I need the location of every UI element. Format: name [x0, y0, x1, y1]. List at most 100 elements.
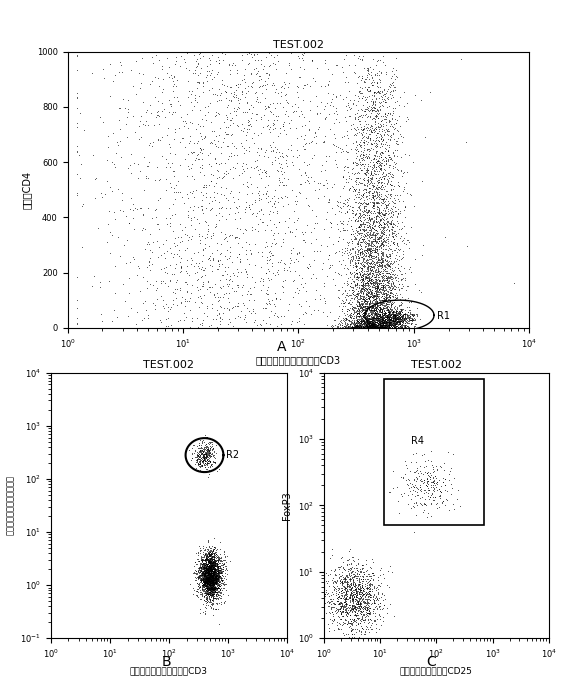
- Point: [388, 297, 397, 308]
- Point: [334, 301, 343, 312]
- Point: [187, 315, 196, 326]
- Point: [364, 264, 373, 275]
- Point: [368, 227, 377, 238]
- Point: [204, 573, 213, 584]
- Point: [224, 293, 233, 304]
- Point: [372, 164, 381, 175]
- Point: [392, 313, 401, 324]
- Point: [124, 287, 133, 298]
- Point: [104, 131, 113, 142]
- Point: [358, 219, 367, 230]
- Point: [209, 551, 218, 562]
- Point: [374, 322, 383, 333]
- Point: [376, 110, 385, 121]
- Point: [389, 306, 398, 317]
- Point: [261, 303, 270, 314]
- Point: [361, 322, 370, 333]
- Point: [185, 305, 194, 316]
- Point: [359, 204, 368, 215]
- Point: [382, 275, 391, 286]
- Point: [381, 321, 390, 332]
- Point: [203, 578, 212, 589]
- Point: [342, 276, 351, 287]
- Point: [395, 244, 404, 255]
- Point: [377, 317, 386, 328]
- Point: [367, 274, 376, 285]
- Point: [195, 457, 204, 468]
- Point: [381, 119, 390, 130]
- Point: [373, 283, 382, 294]
- Point: [360, 259, 369, 270]
- Point: [202, 569, 211, 580]
- Point: [354, 305, 363, 316]
- Point: [388, 278, 397, 289]
- Point: [362, 318, 371, 329]
- Point: [371, 308, 380, 319]
- Point: [202, 564, 211, 575]
- Point: [370, 308, 379, 319]
- Point: [208, 559, 217, 570]
- Point: [363, 289, 372, 300]
- Point: [385, 319, 394, 331]
- Point: [190, 568, 199, 579]
- Point: [198, 245, 207, 256]
- Point: [206, 560, 215, 571]
- Point: [360, 308, 369, 319]
- Point: [155, 110, 164, 121]
- Point: [206, 542, 215, 553]
- Point: [390, 293, 399, 304]
- Point: [358, 206, 367, 217]
- Point: [211, 593, 220, 604]
- Point: [366, 322, 375, 333]
- Point: [197, 561, 206, 572]
- Point: [207, 586, 216, 597]
- Point: [344, 600, 353, 611]
- Point: [371, 92, 380, 104]
- Point: [381, 254, 390, 265]
- Point: [369, 302, 378, 313]
- Point: [379, 600, 388, 611]
- Point: [377, 262, 386, 273]
- Point: [346, 580, 355, 591]
- Point: [358, 574, 367, 585]
- Point: [206, 578, 215, 589]
- Point: [245, 124, 254, 135]
- Point: [363, 317, 372, 328]
- Point: [211, 571, 220, 582]
- Point: [376, 564, 385, 575]
- Point: [373, 110, 382, 121]
- Point: [199, 543, 208, 554]
- Point: [203, 564, 212, 575]
- Point: [360, 300, 369, 311]
- Point: [369, 313, 378, 324]
- Point: [205, 545, 214, 556]
- Point: [327, 94, 336, 105]
- Point: [205, 595, 215, 606]
- Point: [373, 313, 382, 324]
- Point: [124, 104, 133, 115]
- Point: [205, 588, 214, 599]
- Point: [211, 566, 220, 578]
- Point: [387, 304, 396, 315]
- Point: [378, 317, 387, 328]
- Point: [205, 569, 215, 580]
- Point: [363, 199, 372, 210]
- Point: [367, 168, 376, 179]
- Point: [251, 197, 260, 208]
- Point: [363, 319, 372, 331]
- Point: [207, 560, 216, 571]
- Point: [356, 618, 365, 629]
- Point: [388, 315, 397, 326]
- Point: [363, 293, 372, 304]
- Point: [197, 460, 206, 471]
- Point: [368, 292, 377, 303]
- Point: [215, 295, 224, 306]
- Point: [210, 573, 219, 584]
- Point: [342, 575, 351, 586]
- Point: [379, 164, 388, 175]
- Point: [104, 206, 113, 217]
- Point: [301, 130, 310, 141]
- Point: [381, 95, 390, 106]
- Point: [364, 217, 373, 228]
- Point: [363, 266, 372, 277]
